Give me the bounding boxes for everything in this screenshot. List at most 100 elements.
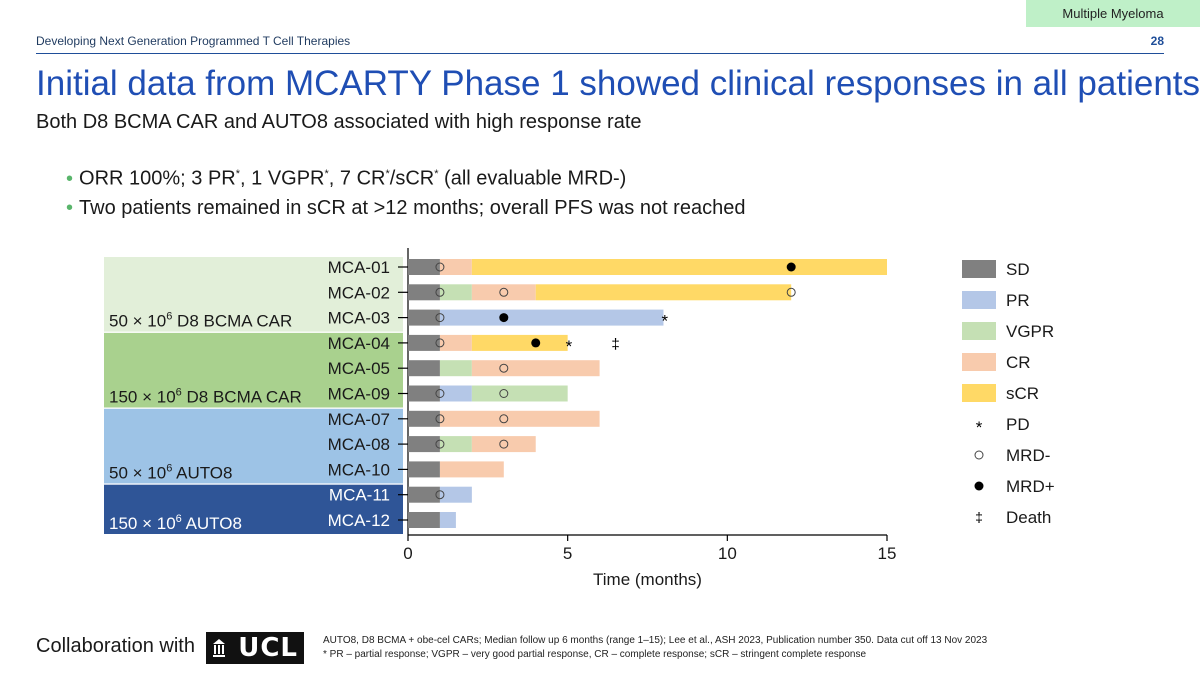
footnote-definitions: * PR – partial response; VGPR – very goo… xyxy=(323,649,867,660)
patient-label: MCA-11 xyxy=(329,486,390,505)
patient-label: MCA-04 xyxy=(328,334,390,353)
legend-label: PD xyxy=(1006,415,1030,434)
mrd-positive-marker xyxy=(786,262,796,272)
bar-segment-cr xyxy=(471,284,536,301)
footnotes: AUTO8, D8 BCMA + obe-cel CARs; Median fo… xyxy=(323,634,987,662)
bar-segment-sd xyxy=(408,512,440,528)
bar-segment-vgpr xyxy=(439,436,472,453)
mrd-negative-marker xyxy=(499,439,509,449)
bar-segment-pr xyxy=(439,512,456,528)
bullet-orr-part-d: /sCR xyxy=(389,167,435,190)
dose-group-label: 150 × 106 AUTO8 xyxy=(109,513,242,533)
bar-segment-cr xyxy=(439,334,472,351)
slide-subtitle: Both D8 BCMA CAR and AUTO8 associated wi… xyxy=(36,111,642,133)
legend-label: VGPR xyxy=(1006,322,1054,341)
legend-progression-icon: * xyxy=(976,418,983,437)
patient-label: MCA-02 xyxy=(328,283,390,302)
legend-swatch-sd xyxy=(962,260,996,278)
bar-segment-sd xyxy=(408,385,440,402)
mrd-positive-marker xyxy=(531,338,541,348)
progression-marker: * xyxy=(661,312,668,331)
bullet-orr: • ORR 100%; 3 PR*, 1 VGPR*, 7 CR*/sCR* (a… xyxy=(66,160,745,194)
mrd-negative-marker xyxy=(499,414,509,424)
asterisk: * xyxy=(235,168,241,180)
bar-segment-pr xyxy=(439,385,472,402)
topic-tag: Multiple Myeloma xyxy=(1026,0,1200,27)
presentation-subject: Developing Next Generation Programmed T … xyxy=(36,34,351,48)
page-number: 28 xyxy=(1150,34,1164,48)
bullet-orr-part-a: ORR 100%; 3 PR xyxy=(79,167,236,190)
bar-segment-sd xyxy=(408,309,440,326)
bar-segment-cr xyxy=(471,436,536,453)
legend-death-icon: ‡ xyxy=(975,509,983,525)
legend-mrd-negative-icon xyxy=(974,450,984,460)
bar-segment-sd xyxy=(408,436,440,453)
bar-segment-cr xyxy=(439,461,504,478)
legend-swatch-cr xyxy=(962,353,996,371)
dose-group-box xyxy=(104,332,403,408)
bar-segment-vgpr xyxy=(471,385,568,402)
legend-swatch-scr xyxy=(962,384,996,402)
mrd-negative-marker xyxy=(435,389,445,398)
bar-segment-cr xyxy=(439,259,472,275)
dose-group-label: 150 × 106 D8 BCMA CAR xyxy=(109,387,302,407)
ucl-portico-icon xyxy=(213,639,225,657)
mrd-negative-marker xyxy=(499,287,509,297)
ucl-logo: UCL xyxy=(206,632,304,664)
bar-segment-sd xyxy=(408,259,440,275)
dose-group-label: 50 × 106 D8 BCMA CAR xyxy=(109,311,292,331)
legend-label: SD xyxy=(1006,260,1030,279)
mrd-negative-marker xyxy=(435,262,445,272)
mrd-negative-marker xyxy=(435,490,445,500)
legend-label: CR xyxy=(1006,353,1031,372)
legend-label: sCR xyxy=(1006,384,1039,403)
legend-swatch-vgpr xyxy=(962,322,996,340)
mrd-negative-marker xyxy=(499,363,509,373)
legend-label: Death xyxy=(1006,508,1051,527)
mrd-negative-marker xyxy=(435,338,445,348)
bar-segment-pr xyxy=(439,309,664,326)
mrd-negative-marker xyxy=(435,414,445,424)
slide-title: Initial data from MCARTY Phase 1 showed … xyxy=(36,64,1200,103)
bar-segment-scr xyxy=(471,334,568,351)
bar-segment-sd xyxy=(408,284,440,301)
collaboration-label: Collaboration with xyxy=(36,635,195,657)
x-axis-title: Time (months) xyxy=(593,570,702,589)
mrd-negative-marker xyxy=(435,313,445,323)
ucl-logo-text: UCL xyxy=(238,633,298,663)
asterisk: * xyxy=(324,168,329,180)
patient-label: MCA-09 xyxy=(328,385,390,404)
footnote-source: AUTO8, D8 BCMA + obe-cel CARs; Median fo… xyxy=(323,635,988,646)
legend-mrd-positive-icon xyxy=(974,481,984,491)
legend-label: MRD+ xyxy=(1006,477,1055,496)
asterisk: * xyxy=(385,168,390,180)
bullet-orr-part-b: , 1 VGPR xyxy=(240,167,325,190)
mrd-negative-marker xyxy=(499,389,509,398)
mrd-positive-marker xyxy=(499,313,509,323)
patient-label: MCA-10 xyxy=(328,460,390,479)
patient-label: MCA-07 xyxy=(328,410,390,429)
bar-segment-sd xyxy=(408,334,440,351)
legend-label: MRD- xyxy=(1006,446,1050,465)
dose-group-box xyxy=(104,484,403,534)
patient-label: MCA-12 xyxy=(328,511,390,530)
bullet-dot-icon: • xyxy=(66,196,74,219)
death-marker: ‡ xyxy=(611,336,619,353)
bullet-dot-icon: • xyxy=(66,167,74,190)
progression-marker: * xyxy=(566,337,573,356)
dose-group-box xyxy=(104,257,403,332)
legend-swatch-pr xyxy=(962,291,996,309)
bar-segment-scr xyxy=(535,284,792,301)
x-tick-label: 15 xyxy=(878,544,897,563)
bar-segment-vgpr xyxy=(439,284,472,301)
x-tick-label: 10 xyxy=(718,544,737,563)
dose-group-box xyxy=(104,408,403,484)
mrd-negative-marker xyxy=(435,439,445,449)
bar-segment-cr xyxy=(439,410,600,427)
x-tick-label: 5 xyxy=(563,544,572,563)
bar-segment-scr xyxy=(471,259,887,275)
bar-segment-pr xyxy=(439,486,472,503)
bullet-orr-part-c: , 7 CR xyxy=(328,167,386,190)
patient-label: MCA-01 xyxy=(328,258,390,277)
